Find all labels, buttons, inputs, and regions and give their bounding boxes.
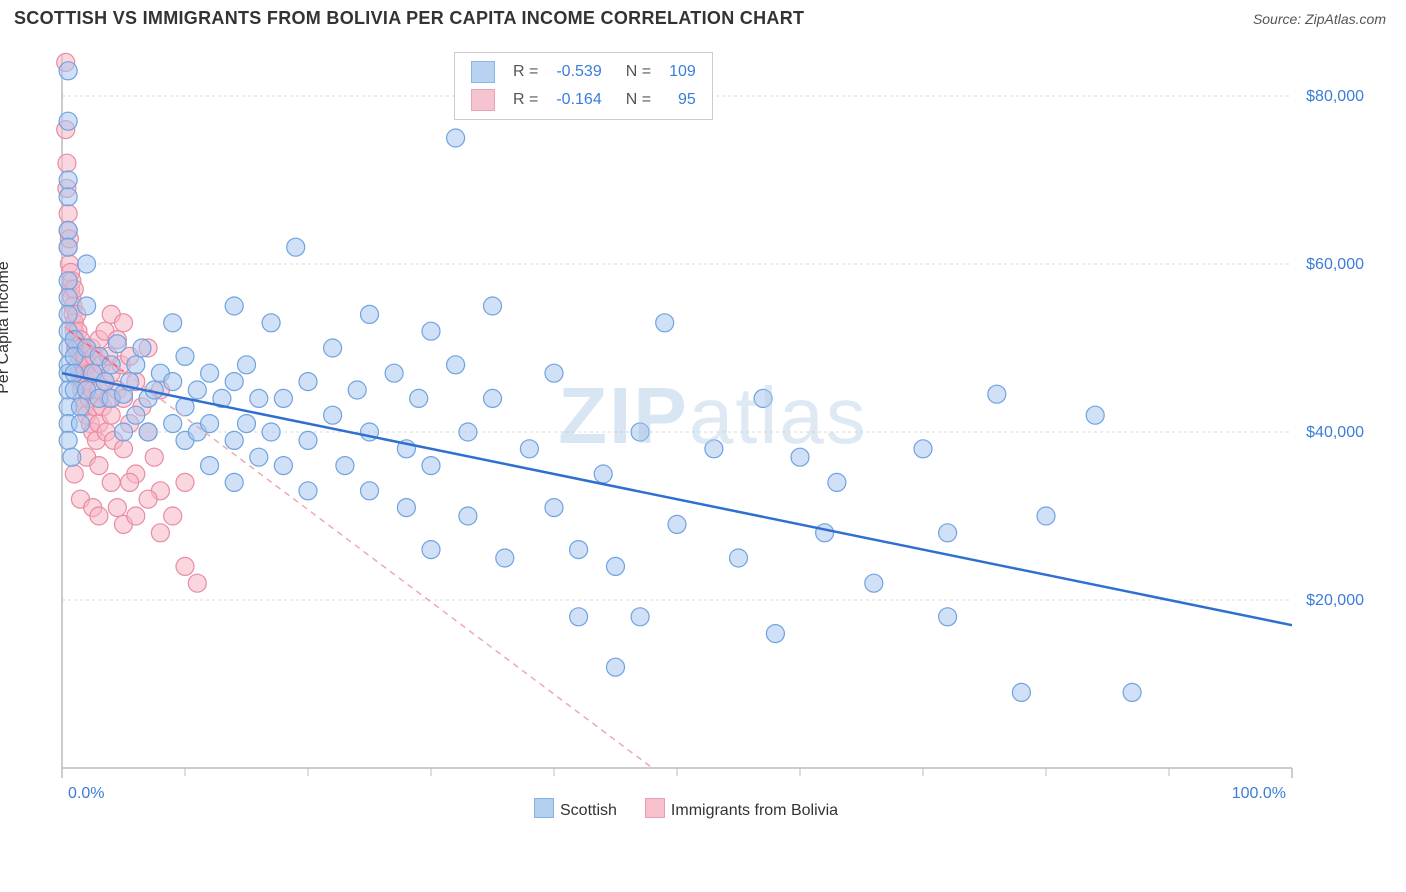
svg-text:$60,000: $60,000 [1306, 256, 1364, 273]
svg-text:0.0%: 0.0% [68, 785, 104, 802]
legend-item: Immigrants from Bolivia [645, 802, 838, 819]
svg-text:$20,000: $20,000 [1306, 592, 1364, 609]
y-axis-label: Per Capita Income [0, 261, 13, 394]
svg-text:$40,000: $40,000 [1306, 424, 1364, 441]
chart-title: SCOTTISH VS IMMIGRANTS FROM BOLIVIA PER … [14, 8, 804, 29]
chart-header: SCOTTISH VS IMMIGRANTS FROM BOLIVIA PER … [0, 0, 1406, 33]
chart-source: Source: ZipAtlas.com [1253, 11, 1386, 27]
legend-item: Scottish [534, 802, 617, 819]
stats-legend-row: R =-0.164N =95 [463, 87, 704, 113]
scatter-plot-svg: 0.0% 100.0% $20,000 $40,000 $60,000 $80,000 [54, 46, 1372, 816]
svg-text:100.0%: 100.0% [1232, 785, 1286, 802]
stats-legend-row: R =-0.539N =109 [463, 59, 704, 85]
correlation-stats-legend: R =-0.539N =109R =-0.164N =95 [454, 52, 713, 120]
series-legend: Scottish Immigrants from Bolivia [534, 798, 866, 820]
svg-text:$80,000: $80,000 [1306, 88, 1364, 105]
chart-container: Per Capita Income 0.0%100.0%$20,000$40,0… [14, 40, 1392, 862]
plot-area: 0.0%100.0%$20,000$40,000$60,000$80,000 Z… [54, 46, 1372, 816]
